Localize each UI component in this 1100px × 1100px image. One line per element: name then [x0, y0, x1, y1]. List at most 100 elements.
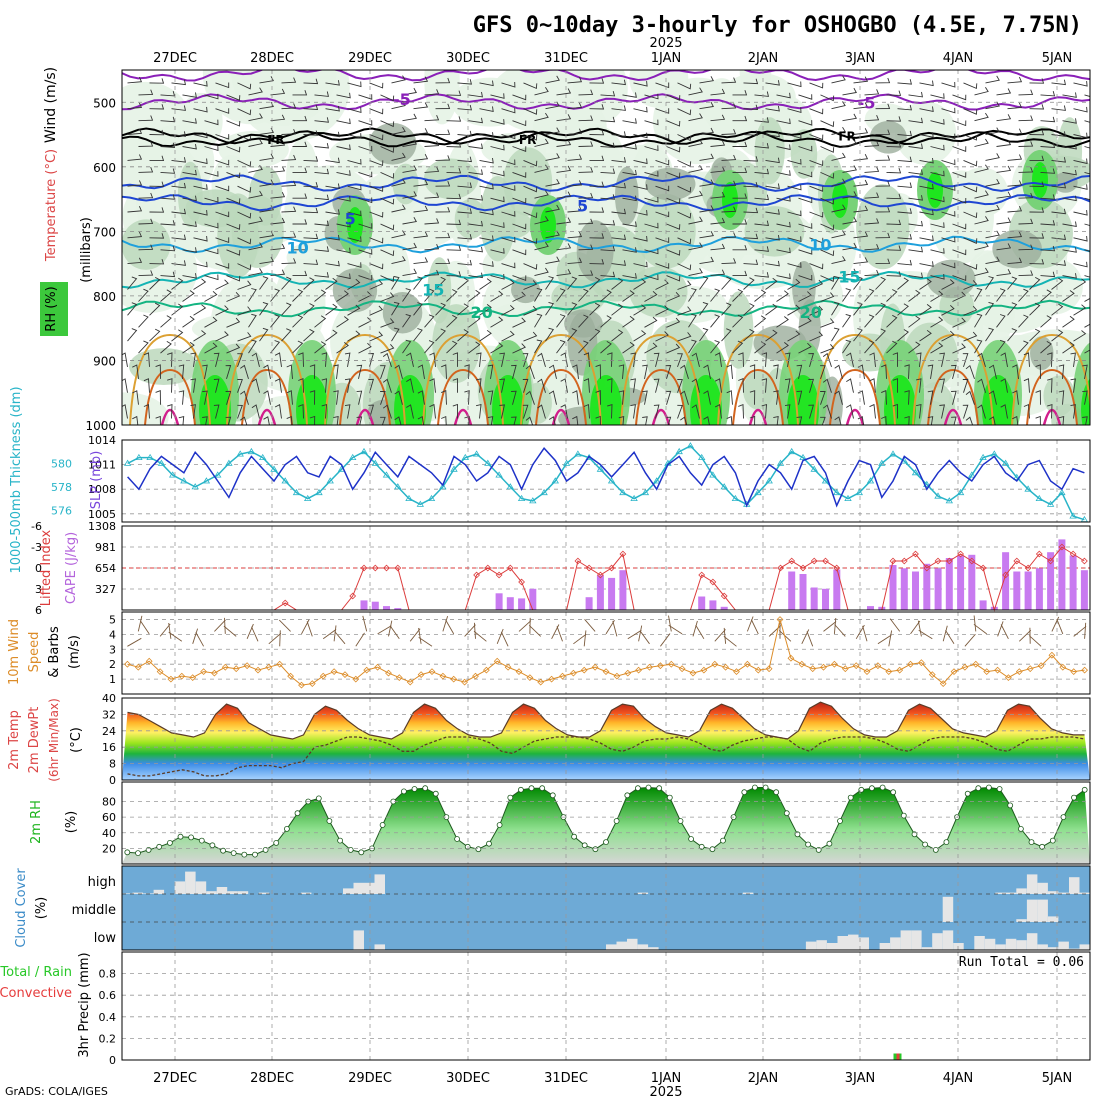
ytick-label: 0	[109, 774, 116, 787]
wind-barb	[1084, 622, 1087, 639]
wind-barb	[787, 107, 802, 114]
wind-barb	[1073, 261, 1088, 268]
wind-barb	[875, 103, 891, 110]
cape-frame	[121, 525, 1091, 611]
wind-barb	[314, 289, 327, 302]
wind-barb	[1040, 315, 1052, 328]
wind-barb	[441, 390, 447, 405]
wind-barb	[743, 277, 755, 290]
wind-barb	[963, 82, 978, 90]
ytick-label: 600	[93, 161, 116, 175]
yaxis-label: (millibars)	[79, 217, 94, 283]
wind-barb	[776, 247, 791, 254]
lifted-marker	[383, 564, 390, 572]
wind-barb	[653, 352, 660, 368]
wind-barb	[754, 168, 769, 175]
wind-barb	[369, 185, 384, 192]
wind-barb	[303, 233, 319, 240]
cloud-bar-low	[890, 937, 901, 950]
wind-barb	[721, 276, 732, 290]
wind-barb	[875, 328, 886, 342]
wind-barb	[853, 276, 863, 290]
wind-barb	[1007, 180, 1023, 187]
wind-barb	[600, 194, 616, 200]
wind-barb	[155, 390, 161, 405]
wind-barb	[1029, 233, 1045, 239]
wind-barb	[820, 94, 835, 102]
wind-barb	[159, 623, 171, 637]
ytick-label: 1	[109, 673, 116, 686]
temp-contour	[453, 408, 473, 425]
wind-barb	[965, 416, 974, 425]
wind-barb	[237, 82, 252, 90]
wind-barb	[691, 378, 700, 393]
wind-barb	[809, 263, 824, 270]
wind-barb	[578, 167, 594, 173]
wind-barb	[413, 257, 429, 265]
wind-barb	[796, 416, 803, 425]
wind-marker	[211, 669, 218, 677]
ytick-label: 2	[109, 658, 116, 671]
wind-marker	[167, 675, 175, 683]
wind-barb	[501, 159, 516, 166]
wind-barb	[518, 620, 532, 632]
cloud-bar-high	[300, 892, 312, 894]
cloud-bar-high	[237, 891, 249, 894]
wind-barb	[754, 246, 769, 252]
wind-barb	[974, 339, 983, 354]
wind-marker	[689, 669, 697, 677]
wind-barb	[303, 259, 319, 265]
wind-barb	[303, 277, 315, 290]
wind-barb	[281, 232, 297, 239]
wind-barb	[749, 364, 756, 379]
rh-marker	[666, 794, 673, 801]
wind-barb	[655, 185, 670, 192]
lifted-marker	[810, 557, 818, 565]
wind-barb	[677, 211, 692, 219]
wind-barb	[886, 219, 902, 225]
wind-barb	[930, 273, 945, 280]
footer-credit: GrADS: COLA/IGES	[5, 1085, 108, 1098]
ytick-label: 0.6	[99, 989, 117, 1002]
wind-barb	[842, 139, 857, 147]
cloud-bar-high	[1079, 892, 1090, 894]
cape-bar	[1002, 552, 1010, 610]
wind-barb	[292, 340, 304, 354]
wind-barb	[270, 88, 286, 96]
thickness-marker	[709, 471, 717, 478]
wind-barb	[600, 116, 616, 123]
wind-barb	[127, 276, 138, 290]
wind-barb	[259, 327, 269, 342]
wind-marker	[744, 660, 751, 668]
wind-barb	[653, 404, 660, 419]
wind-barb	[1040, 90, 1056, 97]
wind-barb	[182, 273, 197, 279]
wind-barb	[523, 237, 538, 244]
wind-barb	[556, 243, 572, 251]
thickness-marker	[855, 488, 864, 496]
wind-barb	[831, 178, 846, 187]
wind-barb	[468, 289, 481, 302]
cape-bar	[923, 563, 931, 610]
cloud-bar-low	[805, 941, 817, 950]
wind-barb	[160, 142, 176, 148]
wind-barb	[226, 343, 241, 354]
wind-barb	[842, 165, 857, 173]
wind-barb	[279, 630, 281, 647]
lifted-marker	[945, 557, 953, 565]
wind-barb	[1040, 194, 1056, 200]
thickness-marker	[303, 494, 312, 501]
wind-barb	[292, 193, 308, 199]
date-label: 29DEC	[348, 51, 392, 66]
wind-barb	[776, 290, 789, 302]
wind-barb	[699, 76, 714, 84]
wind-barb	[336, 342, 349, 354]
wind-barb	[974, 313, 983, 328]
wind-marker	[657, 662, 664, 670]
rh-area	[122, 787, 1090, 864]
lifted-marker	[585, 564, 593, 572]
wind-barb	[578, 141, 594, 147]
wind-barb	[869, 403, 876, 419]
lifted-marker	[833, 564, 841, 572]
wind-barb	[776, 170, 791, 176]
